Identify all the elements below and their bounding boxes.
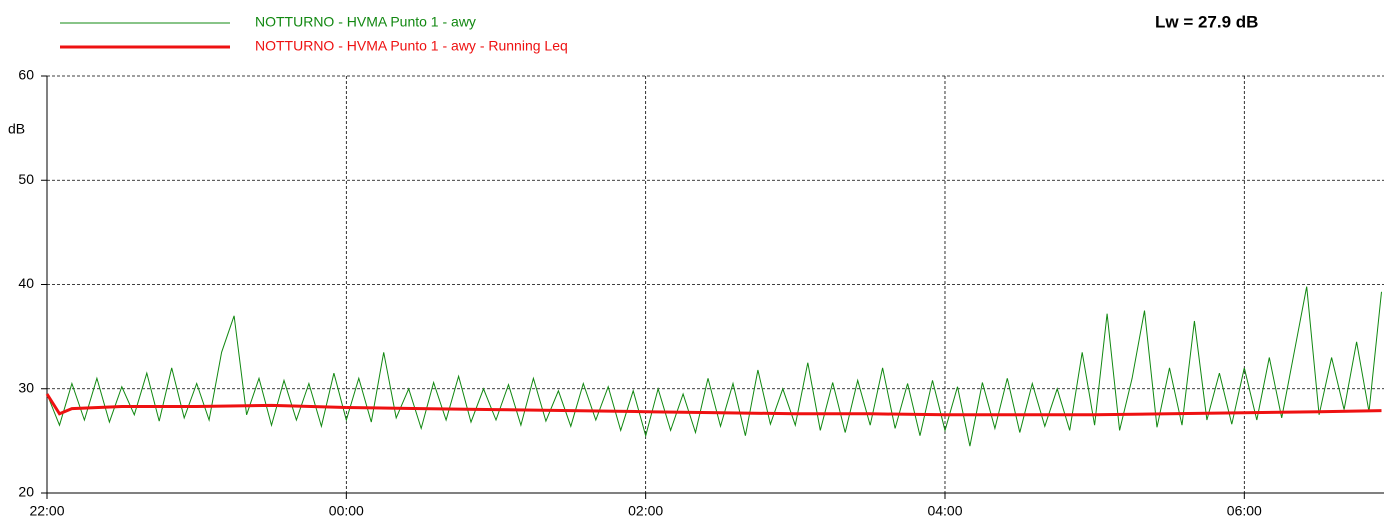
y-tick-label: 50 xyxy=(18,171,34,187)
x-tick-label: 02:00 xyxy=(628,503,663,519)
series-line xyxy=(46,286,1382,447)
y-axis-label: dB xyxy=(8,121,25,137)
x-tick-label: 00:00 xyxy=(329,503,364,519)
annotation: Lw = 27.9 dB xyxy=(1155,12,1258,31)
y-tick-label: 30 xyxy=(18,379,34,395)
y-tick-label: 60 xyxy=(18,67,34,83)
legend-label: NOTTURNO - HVMA Punto 1 - awy xyxy=(255,14,476,30)
x-tick-label: 06:00 xyxy=(1227,503,1262,519)
x-tick-label: 22:00 xyxy=(29,503,64,519)
x-tick-label: 04:00 xyxy=(927,503,962,519)
y-tick-label: 40 xyxy=(18,275,34,291)
legend-label: NOTTURNO - HVMA Punto 1 - awy - Running … xyxy=(255,38,568,54)
y-tick-label: 20 xyxy=(18,484,34,500)
series-line xyxy=(45,393,1382,417)
